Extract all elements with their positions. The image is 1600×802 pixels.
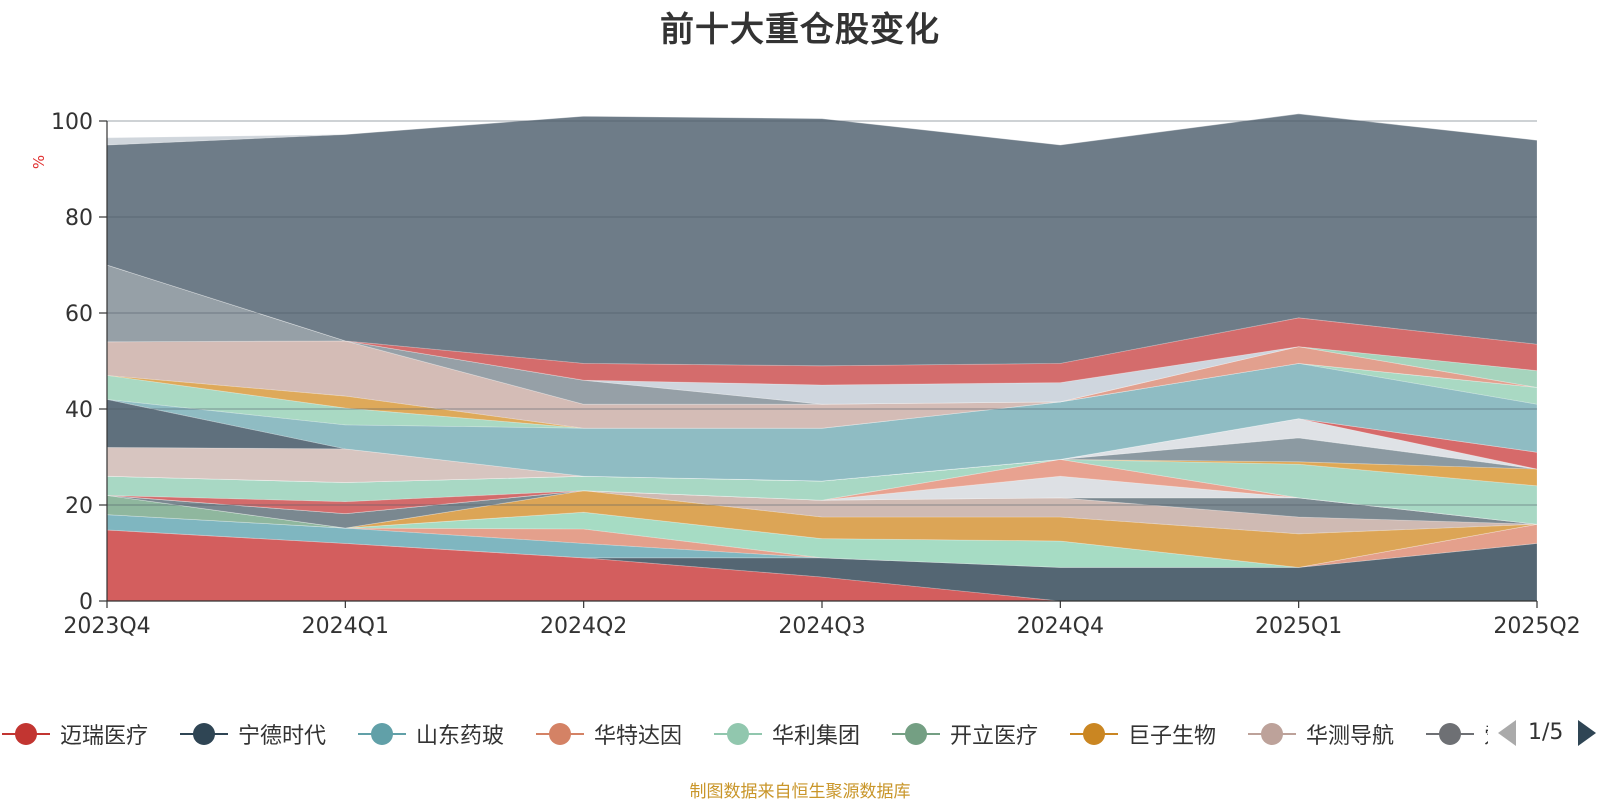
legend-page-indicator: 1/5 — [1528, 720, 1564, 745]
x-tick-label: 2024Q1 — [302, 614, 389, 639]
x-tick-label: 2025Q1 — [1255, 614, 1342, 639]
area-series-31 — [106, 113, 1538, 146]
triangle-left-icon — [1498, 720, 1516, 746]
legend-label: 华利集团 — [772, 724, 861, 749]
x-tick-label: 2025Q2 — [1493, 614, 1580, 639]
chart-title: 前十大重仓股变化 — [660, 10, 940, 50]
y-tick-label: 80 — [65, 206, 93, 231]
legend-item[interactable]: 开立医疗 — [892, 712, 1038, 756]
y-tick-label: 40 — [65, 398, 93, 423]
area-series-30 — [106, 113, 1538, 367]
legend-marker-icon — [1248, 722, 1296, 746]
x-tick-label: 2023Q4 — [63, 614, 150, 639]
legend-next-button[interactable] — [1576, 718, 1598, 754]
legend-viewport: 迈瑞医疗 宁德时代 山东药玻 华特达因 华利集团 开立医疗 巨子生物 华测导航 爱美客 — [0, 712, 1488, 756]
legend-label: 爱美客 — [1484, 718, 1488, 750]
legend-marker-icon — [180, 722, 228, 746]
legend-label: 迈瑞医疗 — [60, 724, 149, 749]
x-tick-label: 2024Q4 — [1017, 614, 1104, 639]
triangle-right-icon — [1578, 720, 1596, 746]
legend-item[interactable]: 巨子生物 — [1070, 712, 1216, 756]
y-tick-label: 60 — [65, 302, 93, 327]
legend-item[interactable]: 迈瑞医疗 — [2, 712, 148, 756]
x-tick-label: 2024Q3 — [778, 614, 865, 639]
legend-marker-icon — [892, 722, 940, 746]
legend-marker-icon — [358, 722, 406, 746]
grid-lines — [107, 120, 1537, 506]
legend-item[interactable]: 宁德时代 — [180, 712, 326, 756]
legend-label: 山东药玻 — [416, 724, 505, 749]
legend-label: 开立医疗 — [950, 724, 1039, 749]
legend-item[interactable]: 华特达因 — [536, 712, 682, 756]
x-tick-label: 2024Q2 — [540, 614, 627, 639]
legend-marker-icon — [1426, 722, 1474, 746]
legend-label: 宁德时代 — [238, 724, 327, 749]
legend-marker-icon — [1070, 722, 1118, 746]
y-axis-unit-label: % — [30, 155, 48, 169]
legend-item[interactable]: 华测导航 — [1248, 712, 1394, 756]
legend-item[interactable]: 华利集团 — [714, 712, 860, 756]
y-tick-label: 20 — [65, 494, 93, 519]
legend-prev-button[interactable] — [1496, 718, 1518, 754]
legend-label: 华测导航 — [1306, 724, 1395, 749]
series-areas — [106, 113, 1538, 602]
source-note: 制图数据来自恒生聚源数据库 — [689, 782, 911, 802]
legend-marker-icon — [536, 722, 584, 746]
stacked-area-chart: 0 20 40 60 80 100 2023Q4 2024Q1 2024Q2 2024Q3 2024… — [30, 110, 1581, 639]
legend-label: 巨子生物 — [1128, 724, 1217, 749]
y-tick-label: 100 — [51, 110, 93, 135]
axes: 0 20 40 60 80 100 2023Q4 2024Q1 2024Q2 2024Q3 2024… — [30, 110, 1581, 639]
legend-item[interactable]: 爱美客 — [1426, 712, 1488, 756]
legend-label: 华特达因 — [594, 724, 683, 749]
area-series-13 — [106, 458, 1538, 525]
legend-item[interactable]: 山东药玻 — [358, 712, 504, 756]
y-tick-label: 0 — [79, 590, 93, 615]
legend-marker-icon — [2, 722, 50, 746]
legend: 迈瑞医疗 宁德时代 山东药玻 华特达因 华利集团 开立医疗 巨子生物 华测导航 爱美客 — [0, 712, 1488, 756]
legend-marker-icon — [714, 722, 762, 746]
